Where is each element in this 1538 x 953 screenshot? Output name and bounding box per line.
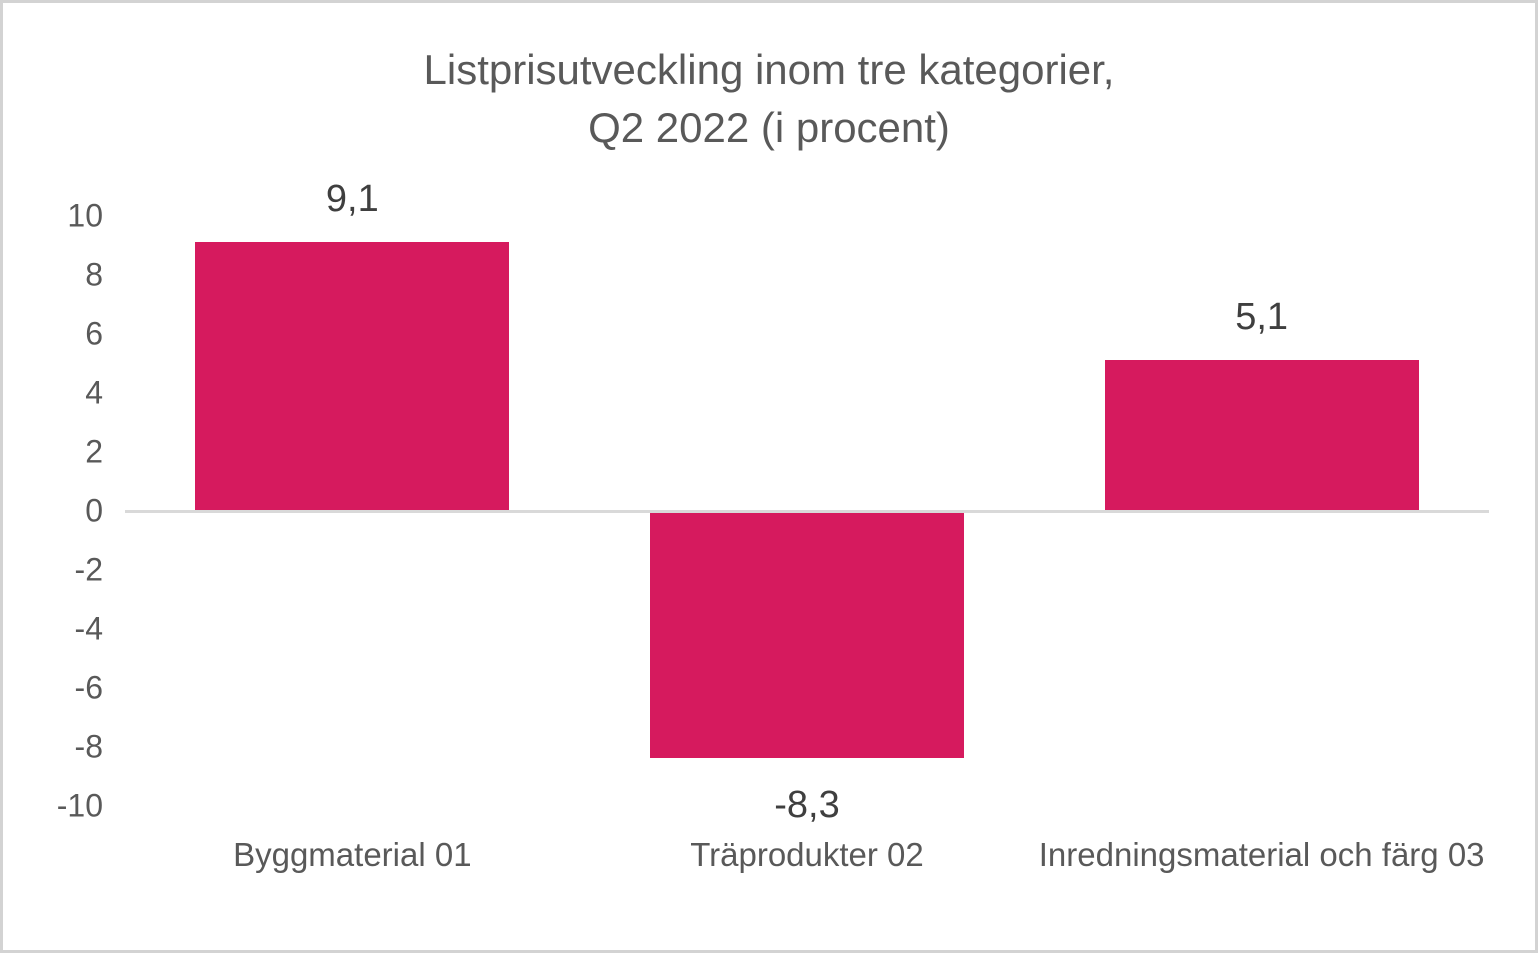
y-axis-tick-label: 8	[85, 256, 103, 293]
y-axis-tick-label: -4	[74, 610, 103, 647]
data-label: -8,3	[774, 783, 840, 826]
chart-title-line-2: Q2 2022 (i procent)	[588, 103, 950, 151]
y-axis-tick-label: -2	[74, 551, 103, 588]
bar-byggmaterial-01	[195, 241, 510, 510]
chart-title: Listprisutveckling inom tre kategorier, …	[3, 41, 1535, 157]
category-label: Inredningsmaterial och färg 03	[1034, 829, 1489, 880]
category-label-text: Träprodukter 02	[690, 836, 924, 873]
y-axis-tick-label: 10	[67, 197, 103, 234]
y-axis-tick-label: 2	[85, 433, 103, 470]
category-label-text: Byggmaterial 01	[233, 836, 472, 873]
data-label: 9,1	[325, 177, 379, 220]
data-label: 5,1	[1235, 295, 1289, 338]
y-axis-tick-label: -8	[74, 728, 103, 765]
y-axis-tick-label: 6	[85, 315, 103, 352]
y-axis-tick-label: -6	[74, 669, 103, 706]
y-axis-tick-label: -10	[56, 787, 103, 824]
category-label: Träprodukter 02	[580, 829, 1035, 880]
category-label-text: Inredningsmaterial och färg 03	[1038, 836, 1485, 873]
bar-inredningsmaterial-och-f-rg-03	[1104, 359, 1419, 510]
bar-tr-produkter-02	[650, 513, 964, 758]
y-axis-tick-label: 4	[85, 374, 103, 411]
chart-title-line-1: Listprisutveckling inom tre kategorier,	[423, 46, 1115, 93]
plot-area: 10 8 6 4 2 0 -2 -4 -6 -8 -10 9,1 Byggmaterial 01 -8,3…	[3, 3, 1535, 950]
y-axis-tick-label: 0	[85, 492, 103, 529]
zero-gridline	[125, 510, 1489, 513]
category-label: Byggmaterial 01	[125, 829, 580, 880]
